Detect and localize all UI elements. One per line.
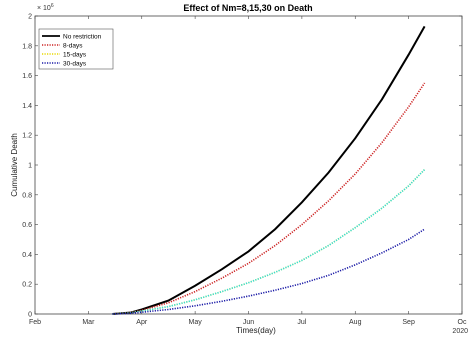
x-tick-label: Aug xyxy=(349,319,362,326)
x-axis-ticks: Feb Mar Apr May Jun Jul Aug Sep Oc xyxy=(29,16,467,326)
legend-label: No restriction xyxy=(63,33,102,40)
x-tick-label: Oc xyxy=(458,319,467,326)
y-axis-ticks: 0 0.2 0.4 0.6 0.8 1 1.2 1.4 1.6 1.8 2 xyxy=(22,14,462,319)
y-tick-label: 0 xyxy=(28,312,32,319)
series-line-no-restriction xyxy=(112,25,426,315)
x-tick-label: Mar xyxy=(82,319,95,326)
y-tick-label: 1 xyxy=(28,163,32,170)
y-tick-label: 2 xyxy=(28,14,32,21)
x-tick-label: Jul xyxy=(297,319,306,326)
series-line-unnamed-3 xyxy=(112,168,426,315)
y-multiplier: × 106 xyxy=(37,3,54,12)
year-label: 2020 xyxy=(452,328,468,335)
legend: No restriction 8-days 15-days 30-days xyxy=(38,28,114,70)
y-tick-label: 0.2 xyxy=(22,282,32,289)
x-tick-label: Feb xyxy=(29,319,41,326)
legend-label: 15-days xyxy=(63,51,87,58)
y-tick-label: 0.6 xyxy=(22,222,32,229)
series-line-30-days xyxy=(112,228,426,315)
chart-title: Effect of Nm=8,15,30 on Death xyxy=(183,3,312,13)
series-lines xyxy=(112,25,426,315)
y-tick-label: 1.2 xyxy=(22,133,32,140)
y-axis-label: Cumulative Death xyxy=(10,133,19,197)
y-tick-label: 1.8 xyxy=(22,43,32,50)
series-line-8-days xyxy=(112,82,426,315)
x-tick-label: Apr xyxy=(136,319,148,326)
legend-label: 8-days xyxy=(63,42,83,49)
y-tick-label: 1.4 xyxy=(22,103,32,110)
x-tick-label: May xyxy=(189,319,203,326)
y-tick-label: 0.4 xyxy=(22,252,32,259)
y-tick-label: 1.6 xyxy=(22,73,32,80)
y-tick-label: 0.8 xyxy=(22,192,32,199)
x-tick-label: Jun xyxy=(243,319,254,326)
x-axis-label: Times(day) xyxy=(236,326,276,335)
legend-label: 30-days xyxy=(63,60,87,67)
x-tick-label: Sep xyxy=(402,319,415,326)
